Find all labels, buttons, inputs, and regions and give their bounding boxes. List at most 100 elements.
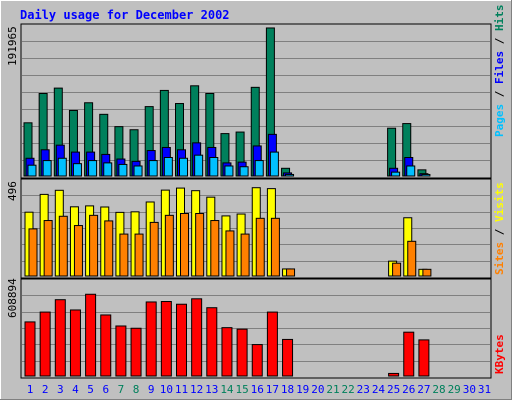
legend-sites: Sites — [493, 242, 506, 275]
pages-bar — [421, 173, 431, 177]
sites-bar — [240, 233, 250, 277]
kbytes-bar — [206, 307, 218, 377]
kbytes-bar — [403, 331, 415, 377]
pages-bar — [239, 166, 249, 177]
day-label: 1 — [27, 383, 34, 396]
chart-title: Daily usage for December 2002 — [20, 8, 230, 22]
day-label: 9 — [148, 383, 155, 396]
day-label: 18 — [281, 383, 294, 396]
day-label: 23 — [357, 383, 370, 396]
sites-bar — [134, 233, 144, 277]
pages-bar — [42, 160, 52, 177]
day-label: 10 — [160, 383, 173, 396]
kbytes-bar — [160, 301, 172, 377]
day-label: 6 — [102, 383, 109, 396]
day-label: 24 — [372, 383, 386, 396]
top-legend: Pages / Files / Hits — [493, 5, 506, 138]
day-axis-labels: 1 2 3 4 5 6 7 8 9 10 11 12 13 14 15 16 17 18 19 20 21 22 23 24 2… — [27, 383, 491, 396]
mid-max-label: 496 — [6, 181, 19, 201]
sites-bar — [164, 214, 174, 277]
legend-kbytes: KBytes — [493, 334, 506, 374]
pages-bar — [269, 151, 279, 177]
kbytes-bar — [39, 311, 51, 377]
day-label: 27 — [417, 383, 430, 396]
kbytes-bar — [282, 338, 294, 377]
kbytes-bar — [191, 298, 203, 377]
kbytes-bar — [85, 293, 97, 377]
pages-bar — [88, 160, 98, 177]
sites-bar — [392, 262, 402, 277]
kbytes-bars — [24, 293, 430, 377]
kbytes-bar — [266, 311, 278, 377]
day-label: 15 — [235, 383, 248, 396]
pages-bar — [72, 163, 82, 177]
kbytes-bar — [130, 327, 142, 377]
kbytes-bar — [221, 327, 233, 377]
pages-bar — [57, 157, 67, 177]
day-label: 30 — [463, 383, 476, 396]
day-label: 21 — [326, 383, 339, 396]
pages-bar — [285, 173, 295, 177]
pages-bar — [194, 154, 204, 177]
pages-bar — [148, 160, 158, 177]
visits-sites-bars — [24, 187, 432, 277]
day-label: 4 — [72, 383, 79, 396]
sites-bar — [210, 220, 220, 277]
kbytes-bar — [100, 314, 112, 377]
pages-bar — [163, 156, 173, 177]
mid-legend: Sites / Visits — [493, 182, 506, 275]
sites-bar — [407, 240, 417, 277]
day-label: 19 — [296, 383, 309, 396]
kbytes-bar — [145, 301, 157, 377]
sites-bar — [180, 212, 189, 277]
pages-bar — [27, 164, 37, 177]
pages-bar — [179, 157, 188, 177]
top-max-label: 191965 — [6, 26, 19, 66]
pages-bar — [254, 160, 264, 177]
day-label: 3 — [57, 383, 64, 396]
day-label: 17 — [266, 383, 279, 396]
sites-bar — [195, 212, 205, 277]
sites-bar — [119, 233, 129, 277]
sites-bar — [149, 221, 159, 277]
day-label: 2 — [42, 383, 49, 396]
day-label: 14 — [220, 383, 234, 396]
day-label: 13 — [205, 383, 218, 396]
day-label: 28 — [432, 383, 445, 396]
pages-bar — [103, 162, 113, 177]
day-label: 7 — [118, 383, 125, 396]
kbytes-bar — [69, 309, 81, 377]
day-label: 11 — [175, 383, 188, 396]
sites-bar — [58, 215, 68, 277]
pages-bar — [224, 165, 234, 177]
kbytes-bar — [115, 325, 127, 377]
day-label: 8 — [133, 383, 140, 396]
legend-hits: Hits — [493, 5, 506, 32]
pages-bar — [209, 156, 219, 177]
kbytes-bar — [388, 372, 400, 377]
sites-bar — [286, 268, 296, 277]
pages-bar — [391, 171, 401, 177]
sites-bar — [255, 217, 265, 277]
sites-bar — [270, 217, 280, 277]
sites-bar — [89, 214, 99, 277]
day-label: 5 — [87, 383, 94, 396]
kbytes-bar — [236, 328, 248, 377]
sites-bar — [422, 268, 432, 277]
day-label: 25 — [387, 383, 400, 396]
kbytes-bar — [418, 339, 430, 377]
day-label: 12 — [190, 383, 203, 396]
hits-files-pages-bars — [23, 27, 431, 177]
day-label: 29 — [448, 383, 461, 396]
kbytes-bar — [24, 321, 36, 377]
sites-bar — [225, 230, 235, 277]
kbytes-bar — [251, 344, 263, 377]
sites-bar — [43, 220, 53, 277]
legend-pages: Pages — [493, 104, 506, 137]
sites-bar — [28, 228, 38, 277]
pages-bar — [118, 163, 128, 177]
kbytes-bar — [54, 299, 66, 377]
bot-max-label: 608894 — [6, 278, 19, 318]
day-label: 16 — [251, 383, 264, 396]
